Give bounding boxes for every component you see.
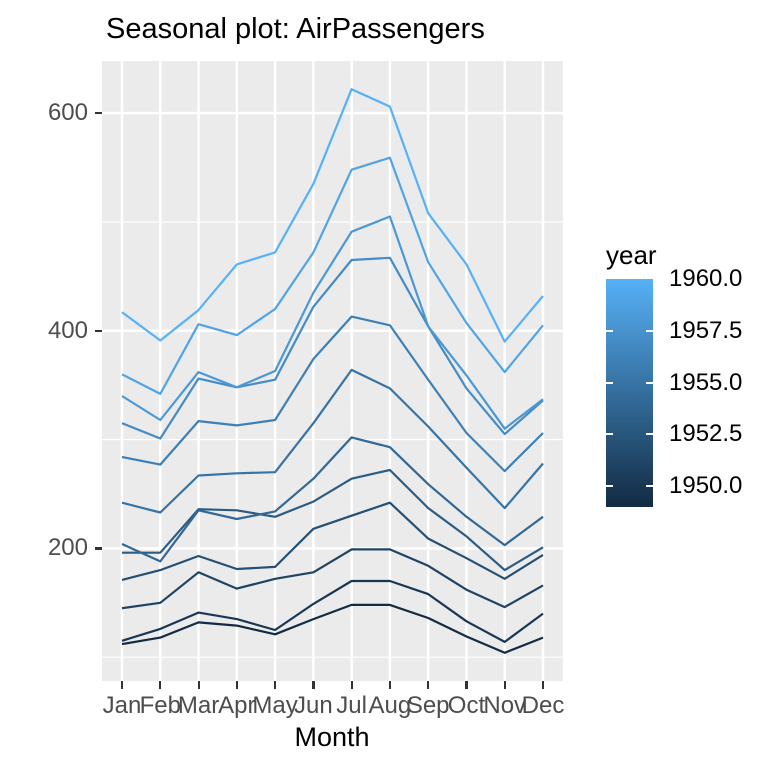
x-axis-tick-label: Apr	[218, 692, 256, 719]
legend-gradient-bar	[606, 279, 653, 507]
y-axis-tick-label: 400	[47, 316, 88, 344]
x-axis-tick-label: Dec	[521, 692, 565, 719]
x-axis-tick-label: Feb	[139, 692, 181, 719]
legend-tick-label: 1952.5	[669, 420, 743, 448]
x-axis-tick	[465, 681, 468, 689]
series-line-1953	[122, 468, 544, 572]
x-axis-tick	[350, 681, 353, 689]
x-axis-tick	[197, 681, 200, 689]
series-line-1952	[121, 501, 544, 581]
series-line-1960	[121, 88, 544, 343]
y-axis-tick	[95, 112, 102, 115]
legend-bar-tick	[646, 381, 653, 384]
legend-bar-tick	[606, 433, 613, 436]
series-line-1959	[121, 156, 544, 395]
x-axis-tick	[312, 681, 315, 689]
legend-tick-label: 1960.0	[669, 265, 743, 292]
x-axis-tick	[159, 681, 162, 689]
legend-tick-label: 1950.0	[669, 472, 743, 500]
x-axis-tick	[503, 681, 506, 689]
x-axis-tick-label: May	[252, 692, 298, 719]
x-axis-tick	[121, 681, 124, 689]
legend-tick-label: 1957.5	[669, 316, 743, 344]
x-axis-title: Month	[294, 722, 370, 752]
x-axis-tick	[274, 681, 277, 689]
legend-bar-tick	[646, 485, 653, 488]
y-axis-tick	[95, 547, 102, 550]
x-axis-tick-label: Jul	[336, 692, 367, 719]
series-line-1956	[121, 315, 544, 473]
x-axis-tick	[427, 681, 430, 689]
x-axis-tick-label: Mar	[177, 692, 220, 719]
legend-bar-tick	[606, 381, 613, 384]
series-line-1950	[121, 579, 544, 644]
x-axis-tick-label: Oct	[447, 692, 486, 719]
series-line-1949	[121, 603, 544, 654]
y-axis-tick	[95, 329, 102, 332]
legend-tick-label: 1955.0	[669, 368, 743, 396]
plot-panel	[102, 61, 563, 681]
series-line-1955	[121, 368, 544, 514]
x-axis-tick-label: Sep	[406, 692, 450, 719]
x-axis-tick-label: Aug	[368, 692, 412, 719]
legend-bar-tick	[606, 329, 613, 332]
x-axis-tick	[235, 681, 238, 689]
x-axis-tick	[388, 681, 392, 689]
series-line-1958	[121, 215, 544, 430]
plot-title: Seasonal plot: AirPassengers	[106, 13, 485, 45]
series-line-1954	[121, 436, 544, 563]
legend-bar-tick	[606, 485, 613, 488]
series-line-1951	[121, 548, 544, 610]
y-axis-tick-label: 200	[47, 534, 88, 562]
x-axis-tick-label: Nov	[483, 692, 527, 719]
x-axis-tick	[542, 681, 545, 689]
y-axis-tick-label: 600	[47, 99, 88, 127]
plot-lines-svg	[102, 61, 563, 681]
series-line-1957	[121, 256, 544, 440]
legend-title: year	[606, 240, 657, 270]
legend-bar-tick	[646, 433, 653, 436]
legend-bar-tick	[646, 329, 653, 332]
x-axis-tick-label: Jun	[294, 692, 333, 719]
x-axis-tick-label: Jan	[102, 692, 142, 719]
